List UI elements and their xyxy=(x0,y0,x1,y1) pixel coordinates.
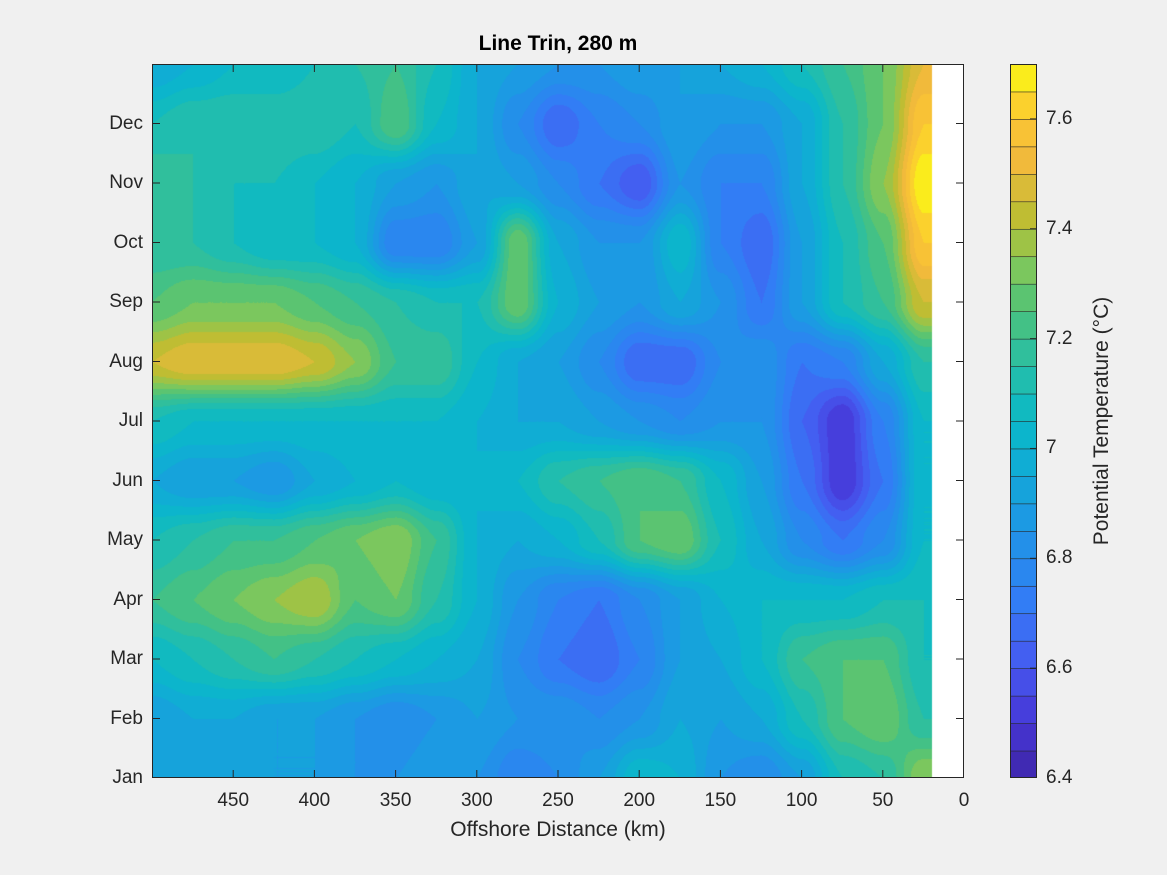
y-tick-label: Sep xyxy=(109,291,143,312)
colorbar-band xyxy=(1010,448,1037,477)
plot-area xyxy=(152,64,964,778)
colorbar-band xyxy=(1010,750,1037,778)
chart-title: Line Trin, 280 m xyxy=(478,32,638,55)
y-tick-label: Aug xyxy=(109,350,143,372)
x-tick-label: 400 xyxy=(298,790,331,811)
x-axis-label: Offshore Distance (km) xyxy=(450,818,666,841)
y-tick-label: Mar xyxy=(110,648,143,669)
colorbar-band xyxy=(1010,255,1037,285)
x-tick-label: 200 xyxy=(623,790,656,811)
colorbar-tick-label: 7.6 xyxy=(1046,107,1073,129)
y-tick-label: Jan xyxy=(112,767,143,788)
colorbar-tick-label: 6.4 xyxy=(1046,767,1073,788)
contour-field xyxy=(152,64,964,778)
colorbar-tick-label: 6.8 xyxy=(1046,547,1073,569)
colorbar-band xyxy=(1010,146,1037,175)
colorbar-band xyxy=(1010,283,1037,312)
colorbar-tick-label: 7 xyxy=(1046,437,1057,459)
colorbar-label: Potential Temperature (°C) xyxy=(1090,296,1113,546)
colorbar-tick-label: 6.6 xyxy=(1046,657,1073,679)
y-tick-label: Oct xyxy=(113,231,143,253)
colorbar-band xyxy=(1010,393,1037,422)
colorbar-band xyxy=(1010,338,1037,367)
colorbar-band xyxy=(1010,695,1037,724)
colorbar-band xyxy=(1010,64,1037,93)
x-tick-label: 250 xyxy=(542,790,574,811)
colorbar-tick-label: 7.4 xyxy=(1046,217,1073,239)
y-tick-label: Dec xyxy=(109,112,143,134)
axes-frame xyxy=(152,64,964,778)
x-tick-label: 450 xyxy=(217,790,250,811)
y-tick-label: May xyxy=(107,529,143,550)
colorbar-band xyxy=(1010,612,1037,642)
x-tick-label: 0 xyxy=(958,790,970,811)
colorbar-band xyxy=(1010,420,1037,450)
colorbar-band xyxy=(1010,640,1037,669)
colorbar-band xyxy=(1010,91,1037,120)
y-tick-label: Jun xyxy=(112,469,143,491)
y-tick-label: Nov xyxy=(109,172,143,193)
colorbar-band xyxy=(1010,365,1037,395)
colorbar-band xyxy=(1010,173,1037,203)
colorbar-band xyxy=(1010,228,1037,258)
x-tick-label: 150 xyxy=(704,790,737,811)
axes-box xyxy=(152,64,964,778)
colorbar-band xyxy=(1010,475,1037,505)
x-tick-label: 50 xyxy=(872,790,894,811)
colorbar-band xyxy=(1010,667,1037,697)
colorbar-band xyxy=(1010,310,1037,340)
colorbar xyxy=(1010,64,1037,778)
colorbar-band xyxy=(1010,503,1037,532)
x-tick-label: 300 xyxy=(460,790,493,811)
colorbar-box xyxy=(1010,64,1037,778)
colorbar-band xyxy=(1010,201,1037,230)
colorbar-band xyxy=(1010,558,1037,587)
y-tick-label: Apr xyxy=(113,588,143,610)
x-tick-label: 350 xyxy=(379,790,412,811)
y-tick-label: Feb xyxy=(110,707,143,729)
y-tick-label: Jul xyxy=(118,410,143,431)
colorbar-band xyxy=(1010,118,1037,148)
colorbar-band xyxy=(1010,722,1037,752)
x-tick-label: 100 xyxy=(785,790,818,811)
colorbar-tick-label: 7.2 xyxy=(1046,327,1073,349)
colorbar-band xyxy=(1010,585,1037,615)
colorbar-band xyxy=(1010,530,1037,560)
